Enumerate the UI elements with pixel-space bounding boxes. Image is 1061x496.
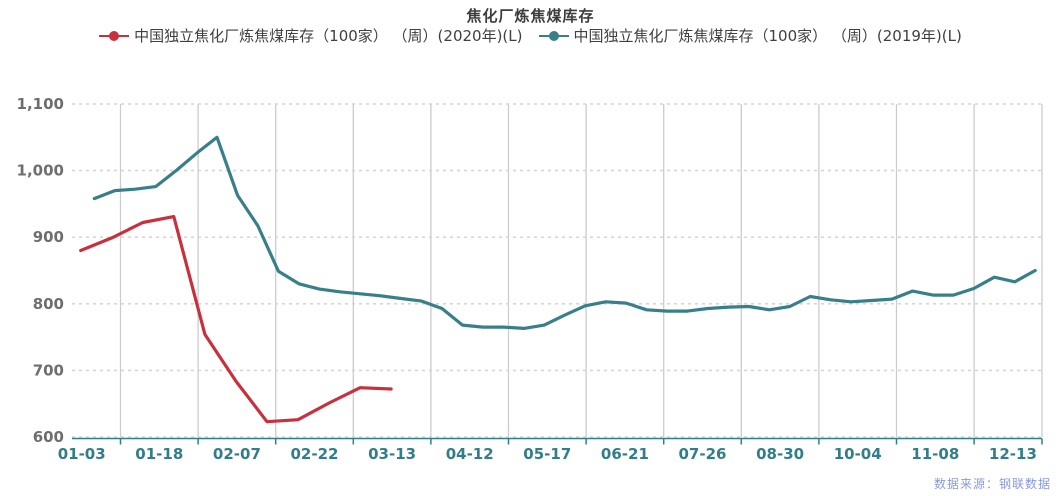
x-axis-tick-label: 06-21 [601,445,649,463]
x-axis-tick-label: 12-13 [989,445,1037,463]
y-axis-tick-label: 1,000 [17,162,64,180]
x-axis-tick-label: 02-07 [213,445,261,463]
y-axis-tick-label: 1,100 [17,95,64,113]
x-axis-tick-label: 11-08 [911,445,959,463]
chart-title: 焦化厂炼焦煤库存 [466,7,595,25]
chart-legend: 中国独立焦化厂炼焦煤库存（100家） （周）(2020年)(L) 中国独立焦化厂… [0,25,1061,46]
legend-label-2019: 中国独立焦化厂炼焦煤库存（100家） （周）(2019年)(L) [573,27,962,45]
y-axis-tick-label: 600 [33,428,64,446]
series-line-2020 [79,215,393,424]
legend-label-2020: 中国独立焦化厂炼焦煤库存（100家） （周）(2020年)(L) [134,27,523,45]
x-axis-tick-label: 08-30 [756,445,804,463]
legend-line-dot-icon [538,30,569,41]
x-axis-tick-label: 01-03 [58,445,106,463]
x-axis-tick-label: 04-12 [446,445,494,463]
x-axis-tick-label: 05-17 [523,445,571,463]
legend-item-2020[interactable]: 中国独立焦化厂炼焦煤库存（100家） （周）(2020年)(L) [99,25,523,46]
x-axis-tick-label: 07-26 [679,445,727,463]
series-line-2019 [92,135,1037,330]
y-axis-tick-label: 900 [33,228,64,246]
y-axis-tick-label: 800 [33,295,64,313]
x-axis-tick-label: 02-22 [291,445,339,463]
x-axis-tick-label: 10-04 [834,445,882,463]
y-axis-tick-label: 700 [33,361,64,379]
legend-item-2019[interactable]: 中国独立焦化厂炼焦煤库存（100家） （周）(2019年)(L) [538,25,962,46]
x-axis-tick-label: 03-13 [368,445,416,463]
data-source-watermark: 数据来源：钢联数据 [933,477,1051,491]
x-axis-tick-label: 01-18 [135,445,183,463]
legend-line-dot-icon [99,30,130,41]
